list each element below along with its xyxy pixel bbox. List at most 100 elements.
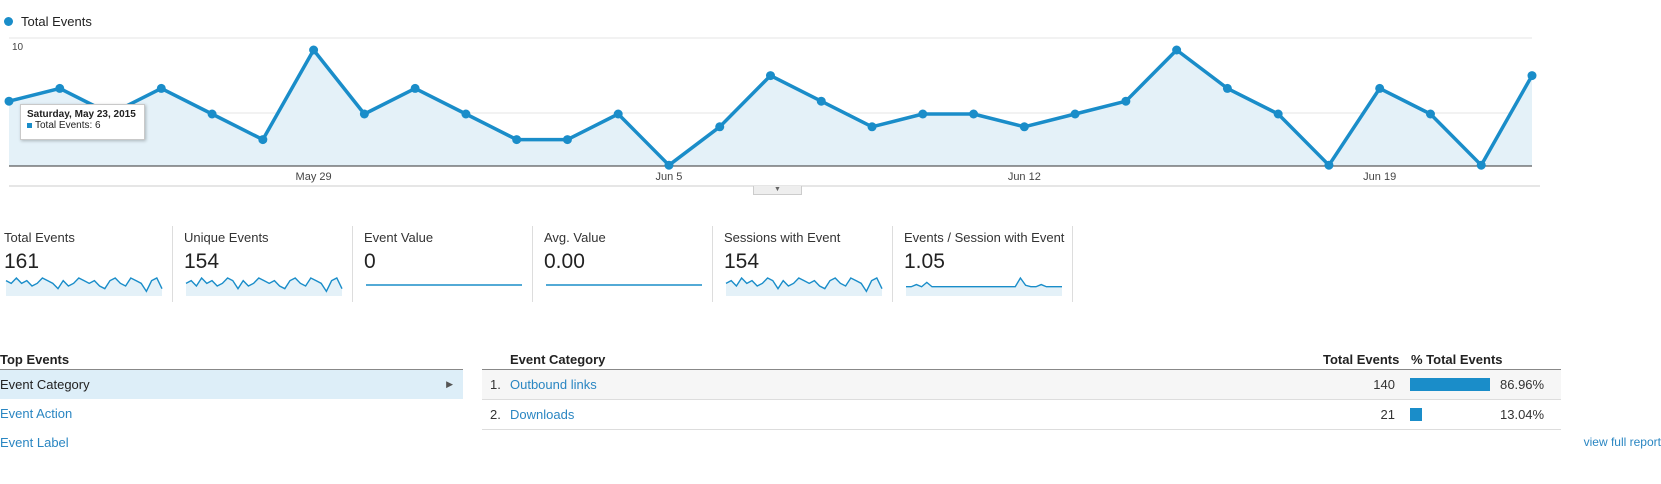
row-pct-bar [1410,378,1490,391]
data-point [309,45,319,55]
data-point [4,96,14,106]
data-point [1324,160,1334,170]
x-tick-label: May 29 [296,171,332,183]
caret-right-icon: ▶ [446,379,453,389]
sparkline-area [186,278,342,296]
sparkline-area [6,278,162,296]
metric-sparkline [546,284,702,286]
arrow-down-icon: ▼ [774,186,781,193]
metric-value: 1.05 [904,250,945,273]
table-header-total: Total Events [1323,352,1400,367]
metric-value: 0.00 [544,250,585,273]
tooltip-date: Saturday, May 23, 2015 [27,109,136,120]
data-point [918,109,928,119]
sparkline-line [906,276,1062,288]
row-total: 21 [1380,407,1395,422]
table-header-pct: % Total Events [1411,352,1503,367]
row-pct: 13.04% [1500,407,1545,422]
table-row: 2. Downloads 21 13.04% [482,400,1561,430]
data-point [1121,96,1131,106]
tooltip-value: Total Events: 6 [35,120,101,131]
data-point [1527,71,1537,81]
metric-value: 154 [184,250,220,273]
top-events-item-event-label[interactable]: Event Label [0,435,69,450]
row-category-link[interactable]: Downloads [510,407,575,422]
data-point [969,109,979,119]
data-point [207,109,217,119]
table-header-divider [482,369,1561,370]
data-point [816,96,826,106]
chart-legend: Total Events [4,14,92,29]
metric-event-value[interactable]: Event Value 0 [360,226,533,302]
data-point [156,83,166,93]
sparkline-area [726,278,882,296]
table-header-category: Event Category [510,352,606,367]
metric-total-events[interactable]: Total Events 161 [0,226,173,302]
metric-value: 161 [4,250,40,273]
metric-avg-value[interactable]: Avg. Value 0.00 [540,226,713,302]
metric-unique-events[interactable]: Unique Events 154 [180,226,353,302]
series-area [9,50,1532,166]
data-point [1172,45,1182,55]
row-pct: 86.96% [1500,377,1545,392]
row-total: 140 [1373,377,1395,392]
metric-label: Sessions with Event [724,230,841,245]
data-point [258,135,268,145]
data-point [410,83,420,93]
data-point [613,109,623,119]
metric-events-per-session[interactable]: Events / Session with Event 1.05 [900,226,1073,302]
top-events-divider [0,369,463,370]
metric-label: Event Value [364,230,434,245]
tooltip-series-square-icon [27,122,32,128]
item-label: Event Category [0,377,90,392]
data-point [461,109,471,119]
chart-collapse-handle[interactable]: ▼ [753,186,802,195]
data-point [766,71,775,81]
view-full-report-link[interactable]: view full report [1583,435,1661,449]
chart-tooltip: Saturday, May 23, 2015 Total Events: 6 [20,104,145,140]
data-point [867,122,877,132]
metric-sessions-with-event[interactable]: Sessions with Event 154 [720,226,893,302]
legend-label: Total Events [21,14,92,29]
metric-sparkline [725,276,883,296]
data-point [359,109,369,119]
data-point [1425,109,1435,119]
metric-sparkline [906,276,1062,296]
data-point [1019,122,1029,132]
row-index: 2. [490,407,501,422]
table-row: 1. Outbound links 140 86.96% [482,370,1561,400]
data-point [1375,83,1385,93]
top-events-item-event-category[interactable]: Event Category ▶ [0,370,463,399]
metric-label: Avg. Value [544,230,606,245]
data-point [55,83,65,93]
data-point [512,135,522,145]
metric-label: Total Events [4,230,75,245]
top-events-item-event-action[interactable]: Event Action [0,406,73,421]
x-tick-label: Jun 19 [1363,171,1396,183]
x-tick-label: Jun 12 [1008,171,1041,183]
data-point [1476,160,1486,170]
sparkline-line [185,276,343,293]
sparkline-line [5,276,163,293]
metric-label: Unique Events [184,230,269,245]
metric-sparkline [366,284,522,286]
metric-sparkline [5,276,163,296]
data-point [715,122,725,132]
data-point [1273,109,1283,119]
row-pct-bar [1410,408,1422,421]
data-point [664,160,674,170]
metric-value: 154 [724,250,760,273]
x-tick-label: Jun 5 [656,171,683,183]
metric-value: 0 [364,250,376,273]
row-index: 1. [490,377,501,392]
metric-sparkline [185,276,343,296]
legend-dot-icon [4,17,13,26]
data-point [1070,109,1080,119]
row-category-link[interactable]: Outbound links [510,377,597,392]
sparkline-line [725,276,883,293]
data-point [562,135,572,145]
metric-label: Events / Session with Event [904,230,1065,245]
y-tick-label: 10 [12,42,24,53]
data-point [1222,83,1232,93]
